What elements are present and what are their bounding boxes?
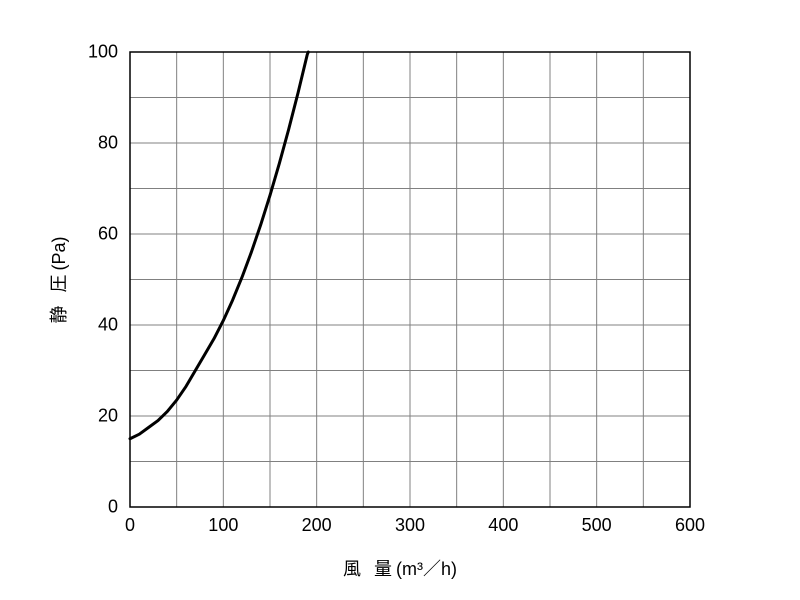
y-tick-label: 20 [98, 406, 118, 427]
x-tick-label: 500 [582, 515, 612, 536]
x-axis-label-main: 風 量 [343, 559, 396, 579]
y-axis-label-main: 静 圧 [49, 271, 69, 324]
y-tick-label: 0 [108, 497, 118, 518]
y-tick-label: 40 [98, 315, 118, 336]
x-axis-label: 風 量(m³／h) [343, 555, 457, 581]
x-tick-label: 400 [488, 515, 518, 536]
x-tick-label: 600 [675, 515, 705, 536]
y-tick-label: 100 [88, 42, 118, 63]
x-tick-label: 100 [208, 515, 238, 536]
x-tick-label: 200 [302, 515, 332, 536]
y-tick-label: 60 [98, 224, 118, 245]
chart-canvas [0, 0, 800, 600]
y-axis-label: 静 圧(Pa) [45, 236, 71, 323]
pressure-flow-chart: 静 圧(Pa) 風 量(m³／h) 0 100 200 300 400 500 600 0 20… [0, 0, 800, 600]
y-axis-label-unit: (Pa) [49, 236, 69, 270]
x-tick-label: 300 [395, 515, 425, 536]
x-axis-label-unit: (m³／h) [396, 559, 457, 579]
y-tick-label: 80 [98, 133, 118, 154]
x-tick-label: 0 [125, 515, 135, 536]
